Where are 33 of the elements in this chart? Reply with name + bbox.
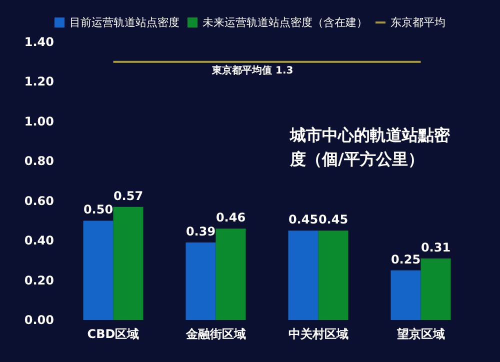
y-tick-label: 1.40: [24, 35, 54, 49]
y-tick-label: 0.00: [24, 313, 54, 327]
data-label: 0.57: [113, 188, 144, 203]
data-label: 0.39: [186, 224, 216, 239]
bar: [216, 228, 246, 320]
data-label: 0.50: [83, 202, 114, 217]
legend-label: 未来运营轨道站点密度（含在建）: [202, 16, 368, 29]
y-tick-label: 0.40: [24, 234, 54, 248]
x-tick-label: CBD区域: [87, 327, 140, 341]
x-tick-label: 金融街区域: [184, 327, 246, 341]
bar: [390, 270, 421, 320]
bar: [420, 258, 451, 320]
bar: [318, 230, 348, 320]
data-label: 0.46: [216, 210, 246, 225]
annotation: 東京都平均值 1.3: [211, 64, 294, 76]
data-label: 0.25: [390, 252, 421, 266]
bar: [83, 220, 114, 320]
y-tick-label: 1.20: [24, 74, 54, 89]
data-label: 0.45: [288, 212, 318, 227]
data-label: 0.45: [318, 212, 348, 227]
bar: [288, 230, 318, 320]
x-tick-label: 望京区域: [396, 327, 445, 341]
legend-label: 目前运营轨道站点密度: [70, 16, 180, 29]
data-label: 0.31: [420, 240, 451, 254]
y-tick-label: 0.20: [24, 273, 54, 288]
y-tick-label: 1.00: [24, 114, 54, 128]
text: 城市中心的軌道站點密度（個/平方公里）: [289, 126, 451, 168]
y-tick-label: 0.80: [24, 154, 54, 168]
bar: [186, 242, 216, 320]
y-tick-label: 0.60: [24, 194, 54, 208]
x-tick-label: 中关村区域: [288, 327, 348, 341]
legend-label: 东京都平均: [390, 16, 446, 29]
bar: [113, 206, 144, 320]
